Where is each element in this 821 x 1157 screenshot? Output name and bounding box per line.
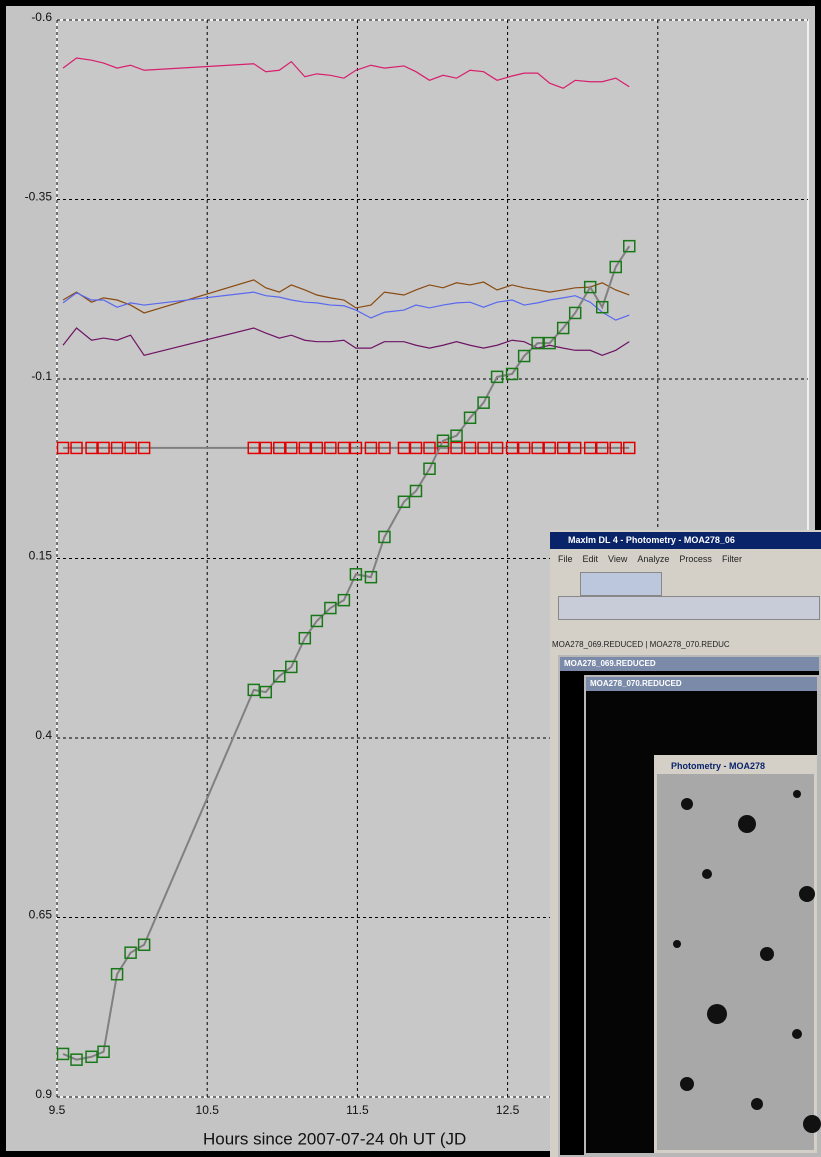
image-window[interactable]: MOA278_070.REDUCED Photometry - MOA278	[584, 675, 819, 1155]
x-tick-label: 10.5	[196, 1103, 220, 1117]
y-tick-label: -0.6	[31, 10, 52, 24]
tab-bar[interactable]: MOA278_069.REDUCED | MOA278_070.REDUC	[550, 638, 821, 652]
y-tick-label: 0.9	[35, 1087, 52, 1101]
y-tick-label: 0.65	[29, 908, 53, 922]
y-tick-label: 0.15	[29, 549, 53, 563]
page: Hours since 2007-07-24 0h UT (JD -0.6 -0.…	[0, 0, 821, 1157]
toolbar	[558, 596, 820, 620]
x-tick-label: 12.5	[496, 1103, 520, 1117]
x-tick-label: 9.5	[49, 1103, 66, 1117]
child-title: Photometry - MOA278	[657, 758, 814, 774]
y-tick-label: -0.1	[31, 369, 52, 383]
menu-item[interactable]: File	[558, 554, 573, 564]
maxim-window[interactable]: MaxIm DL 4 - Photometry - MOA278_06 File…	[550, 530, 821, 1157]
menu-item[interactable]: Analyze	[637, 554, 669, 564]
image-window[interactable]: MOA278_069.REDUCED MOA278_070.REDUCED Ph…	[558, 655, 821, 1157]
menu-item[interactable]: Process	[679, 554, 712, 564]
menu-bar: File Edit View Analyze Process Filter	[550, 551, 821, 567]
x-axis-label: Hours since 2007-07-24 0h UT (JD	[203, 1129, 466, 1148]
menu-item[interactable]: Filter	[722, 554, 742, 564]
photometry-image	[657, 774, 821, 1154]
toolbar	[580, 572, 662, 596]
menu-item[interactable]: View	[608, 554, 627, 564]
menu-item[interactable]: Edit	[583, 554, 599, 564]
photometry-window[interactable]: Photometry - MOA278	[654, 755, 817, 1153]
child-title: MOA278_070.REDUCED	[586, 677, 817, 691]
y-tick-label: 0.4	[35, 728, 52, 742]
window-title: MaxIm DL 4 - Photometry - MOA278_06	[550, 532, 821, 549]
y-tick-label: -0.35	[25, 190, 53, 204]
x-tick-label: 11.5	[346, 1103, 369, 1117]
child-title: MOA278_069.REDUCED	[560, 657, 819, 671]
